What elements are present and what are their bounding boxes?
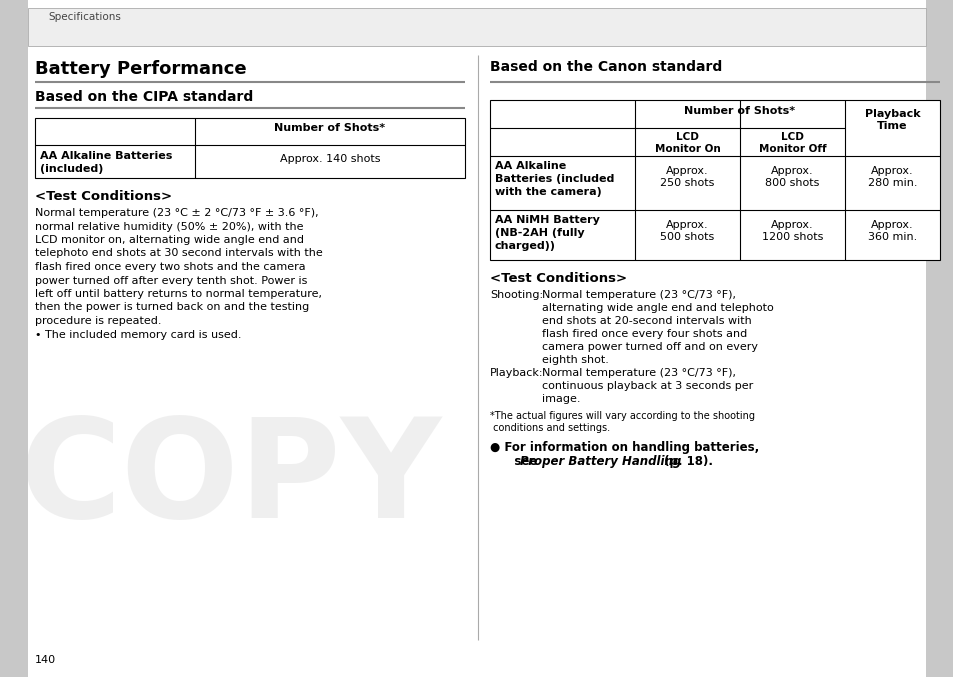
- Text: camera power turned off and on every: camera power turned off and on every: [541, 342, 758, 352]
- Text: COPY: COPY: [19, 412, 440, 548]
- Text: end shots at 20-second intervals with: end shots at 20-second intervals with: [541, 316, 751, 326]
- Text: <Test Conditions>: <Test Conditions>: [35, 190, 172, 203]
- Text: Battery Performance: Battery Performance: [35, 60, 247, 78]
- Text: then the power is turned back on and the testing: then the power is turned back on and the…: [35, 303, 309, 313]
- Text: AA Alkaline: AA Alkaline: [495, 161, 566, 171]
- Text: Normal temperature (23 °C/73 °F),: Normal temperature (23 °C/73 °F),: [541, 368, 735, 378]
- Text: image.: image.: [541, 394, 579, 404]
- Text: Approx. 140 shots: Approx. 140 shots: [279, 154, 380, 164]
- Text: <Test Conditions>: <Test Conditions>: [490, 272, 626, 285]
- Text: Number of Shots*: Number of Shots*: [683, 106, 795, 116]
- Text: Based on the CIPA standard: Based on the CIPA standard: [35, 90, 253, 104]
- Text: (p. 18).: (p. 18).: [659, 455, 712, 468]
- Bar: [28, 8, 925, 46]
- Text: Approx.
1200 shots: Approx. 1200 shots: [761, 220, 822, 242]
- Text: AA NiMH Battery: AA NiMH Battery: [495, 215, 599, 225]
- Text: Approx.
250 shots: Approx. 250 shots: [659, 166, 714, 188]
- Text: Approx.
800 shots: Approx. 800 shots: [764, 166, 819, 188]
- Text: with the camera): with the camera): [495, 187, 601, 197]
- Text: Normal temperature (23 °C ± 2 °C/73 °F ± 3.6 °F),: Normal temperature (23 °C ± 2 °C/73 °F ±…: [35, 208, 318, 218]
- Bar: [490, 100, 939, 260]
- Text: Approx.
360 min.: Approx. 360 min.: [867, 220, 916, 242]
- Text: left off until battery returns to normal temperature,: left off until battery returns to normal…: [35, 289, 322, 299]
- Text: ● For information on handling batteries,: ● For information on handling batteries,: [490, 441, 759, 454]
- Text: • The included memory card is used.: • The included memory card is used.: [35, 330, 241, 339]
- Text: conditions and settings.: conditions and settings.: [490, 423, 610, 433]
- Text: Playback
Time: Playback Time: [863, 109, 920, 131]
- Text: alternating wide angle end and telephoto: alternating wide angle end and telephoto: [541, 303, 773, 313]
- Text: Playback:: Playback:: [490, 368, 543, 378]
- Text: *The actual figures will vary according to the shooting: *The actual figures will vary according …: [490, 411, 754, 421]
- Text: (included): (included): [40, 164, 103, 174]
- Text: AA Alkaline Batteries: AA Alkaline Batteries: [40, 151, 172, 161]
- Bar: [35, 118, 464, 178]
- Text: LCD monitor on, alternating wide angle end and: LCD monitor on, alternating wide angle e…: [35, 235, 304, 245]
- Text: (NB-2AH (fully: (NB-2AH (fully: [495, 228, 584, 238]
- Text: Proper Battery Handling: Proper Battery Handling: [519, 455, 680, 468]
- Text: continuous playback at 3 seconds per: continuous playback at 3 seconds per: [541, 381, 753, 391]
- Text: flash fired once every four shots and: flash fired once every four shots and: [541, 329, 746, 339]
- Text: flash fired once every two shots and the camera: flash fired once every two shots and the…: [35, 262, 305, 272]
- Bar: [0, 0, 28, 677]
- Text: Approx.
280 min.: Approx. 280 min.: [867, 166, 916, 188]
- Text: Specifications: Specifications: [48, 12, 121, 22]
- Text: charged)): charged)): [495, 241, 556, 251]
- Text: LCD
Monitor On: LCD Monitor On: [654, 132, 720, 154]
- Text: eighth shot.: eighth shot.: [541, 355, 608, 365]
- Text: power turned off after every tenth shot. Power is: power turned off after every tenth shot.…: [35, 276, 307, 286]
- Text: Shooting:: Shooting:: [490, 290, 542, 300]
- Text: see: see: [501, 455, 541, 468]
- Text: Batteries (included: Batteries (included: [495, 174, 614, 184]
- Text: Normal temperature (23 °C/73 °F),: Normal temperature (23 °C/73 °F),: [541, 290, 735, 300]
- Text: Based on the Canon standard: Based on the Canon standard: [490, 60, 721, 74]
- Text: 140: 140: [35, 655, 56, 665]
- Text: LCD
Monitor Off: LCD Monitor Off: [758, 132, 825, 154]
- Text: Number of Shots*: Number of Shots*: [274, 123, 385, 133]
- Text: Approx.
500 shots: Approx. 500 shots: [659, 220, 714, 242]
- Text: procedure is repeated.: procedure is repeated.: [35, 316, 161, 326]
- Text: telephoto end shots at 30 second intervals with the: telephoto end shots at 30 second interva…: [35, 248, 322, 259]
- Bar: [925, 0, 953, 677]
- Text: normal relative humidity (50% ± 20%), with the: normal relative humidity (50% ± 20%), wi…: [35, 221, 303, 232]
